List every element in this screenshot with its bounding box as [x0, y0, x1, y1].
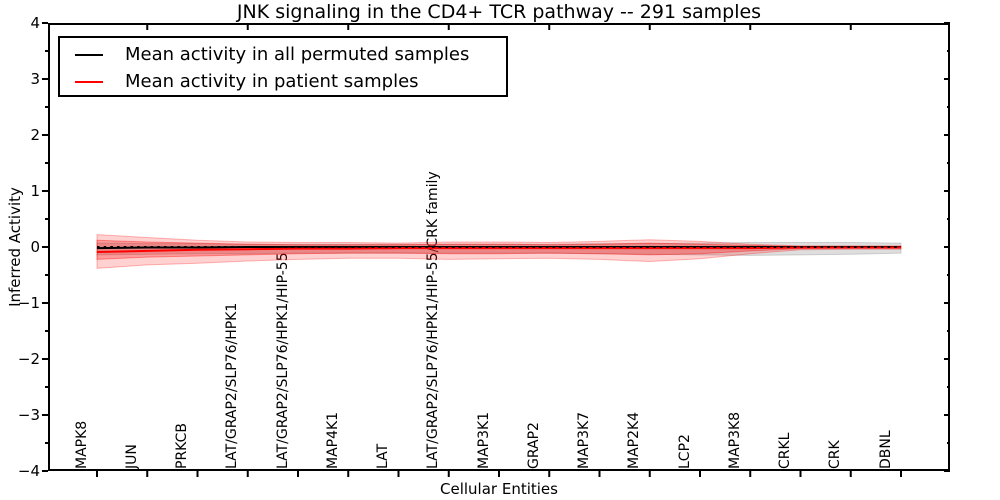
y-tick-label: −1 — [17, 294, 40, 312]
x-tick-label: LAT/GRAP2/SLP76/HPK1/HIP-55/CRK family — [425, 171, 442, 469]
x-tick-label: GRAP2 — [525, 422, 542, 469]
legend-label-patient: Mean activity in patient samples — [125, 71, 419, 92]
y-tick-label: −4 — [17, 462, 40, 480]
legend-label-permuted: Mean activity in all permuted samples — [125, 44, 470, 65]
x-tick-label: CRKL — [777, 432, 793, 469]
x-tick-label: DBNL — [877, 430, 894, 469]
legend-item-permuted: Mean activity in all permuted samples — [60, 41, 506, 68]
x-tick-label: LAT/GRAP2/SLP76/HPK1/HIP-55 — [274, 252, 291, 469]
x-tick-label: MAPK8 — [73, 420, 90, 469]
y-tick-label: 3 — [30, 70, 40, 88]
x-tick-label: LCP2 — [676, 434, 693, 469]
y-tick-label: −3 — [17, 406, 40, 424]
x-tick-label: LAT — [375, 443, 391, 469]
y-tick-label: 2 — [30, 126, 40, 144]
x-tick-label: MAP3K8 — [726, 411, 743, 469]
legend-line-sample-black — [75, 53, 103, 56]
x-axis-label: Cellular Entities — [440, 480, 558, 498]
y-tick-label: −2 — [17, 350, 40, 368]
x-tick-label: CRK — [827, 440, 844, 469]
x-tick-label: MAP3K1 — [475, 411, 492, 469]
chart-title: JNK signaling in the CD4+ TCR pathway --… — [236, 1, 762, 23]
legend-item-patient: Mean activity in patient samples — [60, 68, 506, 95]
x-tick-label: MAP2K4 — [626, 411, 643, 469]
legend: Mean activity in all permuted samples Me… — [58, 36, 508, 97]
x-tick-label: LAT/GRAP2/SLP76/HPK1 — [224, 302, 241, 469]
x-tick-label: JUN — [123, 444, 140, 469]
y-tick-label: 0 — [30, 238, 40, 256]
legend-line-sample-red — [75, 80, 103, 83]
x-tick-label: PRKCB — [174, 423, 190, 469]
x-tick-label: MAP4K1 — [324, 411, 341, 469]
y-tick-label: 4 — [30, 14, 40, 32]
y-tick-label: 1 — [30, 182, 40, 200]
x-tick-label: MAP3K7 — [576, 411, 592, 469]
